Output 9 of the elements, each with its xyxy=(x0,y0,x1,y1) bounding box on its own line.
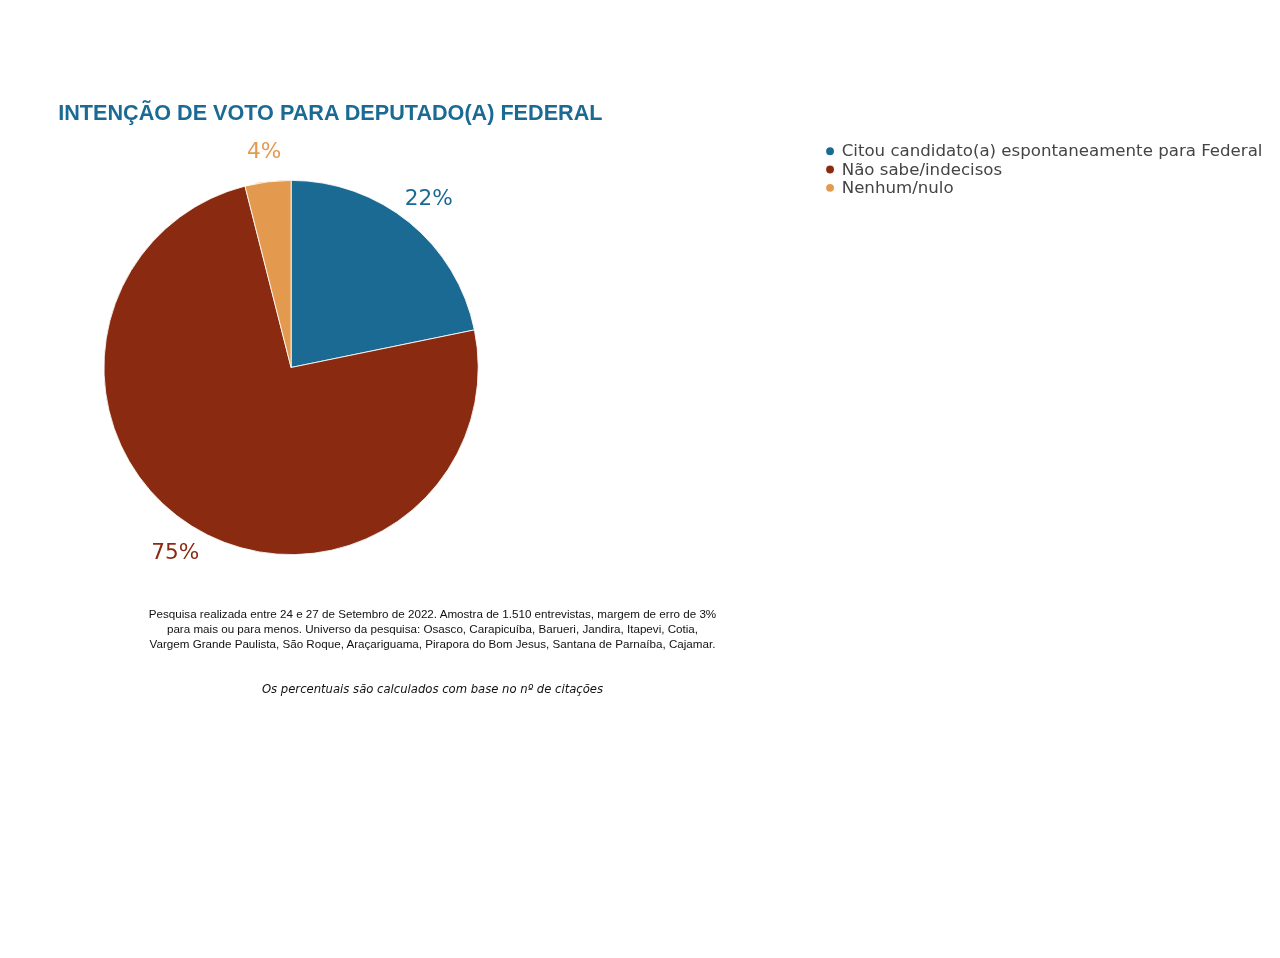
legend-label: Nenhum/nulo xyxy=(841,177,954,197)
data-label: 22% xyxy=(404,185,453,211)
text: Os percentuais são calculados com base no nº de citações xyxy=(261,681,604,696)
legend-label: Citou candidato(a) espontaneamente para Federal xyxy=(841,141,1263,161)
data-label: 75% xyxy=(151,538,200,564)
chart-title: INTENÇÃO DE VOTO PARA DEPUTADO(A) FEDERAL xyxy=(58,99,603,125)
text: Pesquisa realizada entre 24 e 27 de Setembro de 2022. Amostra de 1.510 entrevistas, margem de erro de 3% para mais ou para menos. Universo da pesquisa: Osasco, Carapicuíba, Barueri, Jandira, Itapevi, Cotia, Vargem Grande Paulista, São Roque, Araçariguama, Pirapora do Bom Jesus, Santana de Parnaíba, Cajamar. xyxy=(148,606,717,650)
legend-label: Não sabe/indecisos xyxy=(841,159,1003,179)
data-label: 4% xyxy=(246,137,282,163)
